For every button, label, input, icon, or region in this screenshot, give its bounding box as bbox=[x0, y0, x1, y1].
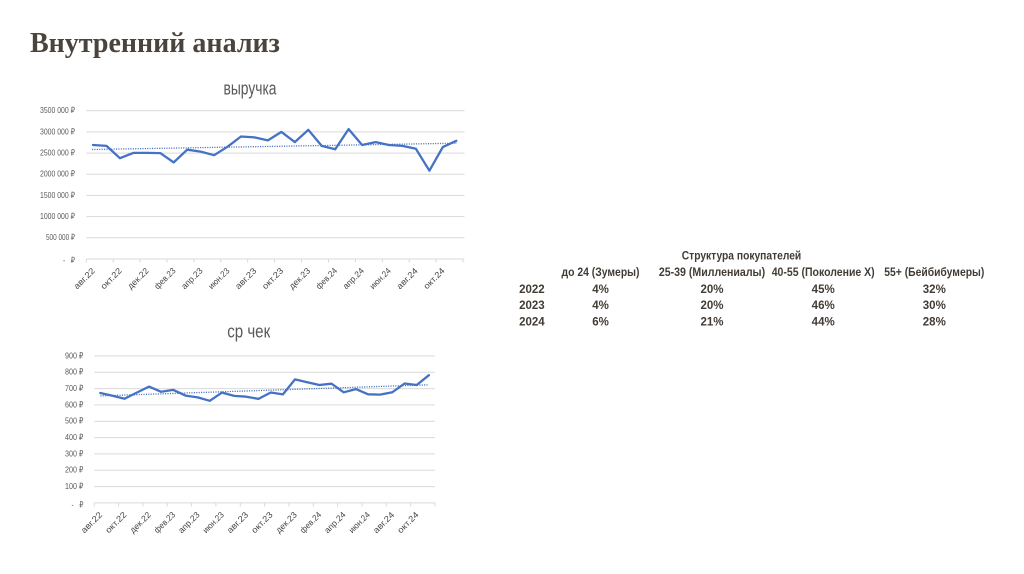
svg-text:апр.24: апр.24 bbox=[341, 265, 367, 291]
svg-text:- ₽: - ₽ bbox=[72, 499, 84, 509]
svg-text:апр.24: апр.24 bbox=[322, 509, 348, 535]
svg-text:900 ₽: 900 ₽ bbox=[65, 350, 84, 360]
svg-text:30%: 30% bbox=[923, 300, 946, 312]
svg-text:июн.24: июн.24 bbox=[347, 510, 373, 536]
svg-text:44%: 44% bbox=[812, 316, 835, 328]
svg-text:45%: 45% bbox=[812, 284, 835, 296]
svg-text:25-39 (Миллениалы): 25-39 (Миллениалы) bbox=[659, 267, 765, 279]
svg-text:дек.22: дек.22 bbox=[125, 265, 151, 291]
svg-text:46%: 46% bbox=[812, 300, 835, 312]
svg-text:- ₽: - ₽ bbox=[63, 255, 75, 265]
svg-text:до 24 (Зумеры): до 24 (Зумеры) bbox=[562, 267, 640, 279]
svg-text:фев.23: фев.23 bbox=[152, 266, 178, 292]
svg-text:28%: 28% bbox=[923, 316, 946, 328]
svg-text:окт.23: окт.23 bbox=[249, 509, 275, 535]
svg-text:1500 000 ₽: 1500 000 ₽ bbox=[40, 190, 75, 200]
svg-text:500 ₽: 500 ₽ bbox=[65, 416, 84, 426]
svg-text:21%: 21% bbox=[700, 316, 723, 328]
svg-text:фев.24: фев.24 bbox=[298, 510, 324, 536]
svg-text:800 ₽: 800 ₽ bbox=[65, 367, 84, 377]
svg-text:авг.23: авг.23 bbox=[225, 509, 251, 535]
svg-text:фев.23: фев.23 bbox=[152, 510, 178, 536]
svg-text:окт.22: окт.22 bbox=[103, 509, 129, 535]
svg-text:1000 000 ₽: 1000 000 ₽ bbox=[40, 211, 75, 221]
svg-text:32%: 32% bbox=[923, 284, 946, 296]
svg-text:июн.23: июн.23 bbox=[200, 510, 226, 536]
svg-text:20%: 20% bbox=[700, 300, 723, 312]
svg-text:окт.24: окт.24 bbox=[421, 265, 447, 291]
svg-text:июн.24: июн.24 bbox=[367, 266, 393, 292]
svg-text:600 ₽: 600 ₽ bbox=[65, 399, 84, 409]
svg-text:окт.22: окт.22 bbox=[98, 265, 124, 291]
svg-text:2023: 2023 bbox=[519, 300, 545, 312]
svg-text:дек.23: дек.23 bbox=[287, 265, 313, 291]
svg-text:700 ₽: 700 ₽ bbox=[65, 383, 84, 393]
svg-text:окт.24: окт.24 bbox=[395, 509, 421, 535]
svg-text:500 000 ₽: 500 000 ₽ bbox=[46, 232, 75, 242]
svg-text:авг.23: авг.23 bbox=[233, 265, 259, 291]
svg-text:апр.23: апр.23 bbox=[176, 509, 202, 535]
svg-text:2500 000 ₽: 2500 000 ₽ bbox=[40, 148, 75, 158]
svg-text:окт.23: окт.23 bbox=[260, 265, 286, 291]
svg-text:2000 000 ₽: 2000 000 ₽ bbox=[40, 169, 75, 179]
svg-text:апр.23: апр.23 bbox=[179, 265, 205, 291]
svg-text:ср чек: ср чек bbox=[227, 321, 270, 341]
svg-text:4%: 4% bbox=[592, 300, 609, 312]
svg-text:дек.23: дек.23 bbox=[273, 509, 299, 535]
svg-text:300 ₽: 300 ₽ bbox=[65, 448, 84, 458]
svg-text:авг.24: авг.24 bbox=[371, 509, 397, 535]
svg-text:6%: 6% bbox=[592, 316, 609, 328]
svg-text:2024: 2024 bbox=[519, 316, 545, 328]
svg-text:40-55 (Поколение X): 40-55 (Поколение X) bbox=[772, 267, 875, 279]
svg-text:дек.22: дек.22 bbox=[127, 509, 153, 535]
svg-text:3500 000 ₽: 3500 000 ₽ bbox=[40, 105, 75, 115]
svg-text:авг.22: авг.22 bbox=[71, 265, 97, 291]
svg-text:55+ (Бейбибумеры): 55+ (Бейбибумеры) bbox=[884, 267, 984, 279]
svg-text:20%: 20% bbox=[700, 284, 723, 296]
svg-text:Структура покупателей: Структура покупателей bbox=[682, 251, 802, 263]
svg-text:авг.24: авг.24 bbox=[394, 265, 420, 291]
svg-text:авг.22: авг.22 bbox=[79, 509, 105, 535]
svg-text:400 ₽: 400 ₽ bbox=[65, 432, 84, 442]
svg-text:выручка: выручка bbox=[224, 79, 278, 99]
svg-text:2022: 2022 bbox=[519, 284, 545, 296]
svg-text:200 ₽: 200 ₽ bbox=[65, 465, 84, 475]
svg-text:фев.24: фев.24 bbox=[314, 266, 340, 292]
svg-text:июн.23: июн.23 bbox=[206, 266, 232, 292]
svg-text:4%: 4% bbox=[592, 284, 609, 296]
svg-text:3000 000 ₽: 3000 000 ₽ bbox=[40, 126, 75, 136]
svg-text:100 ₽: 100 ₽ bbox=[65, 481, 84, 491]
